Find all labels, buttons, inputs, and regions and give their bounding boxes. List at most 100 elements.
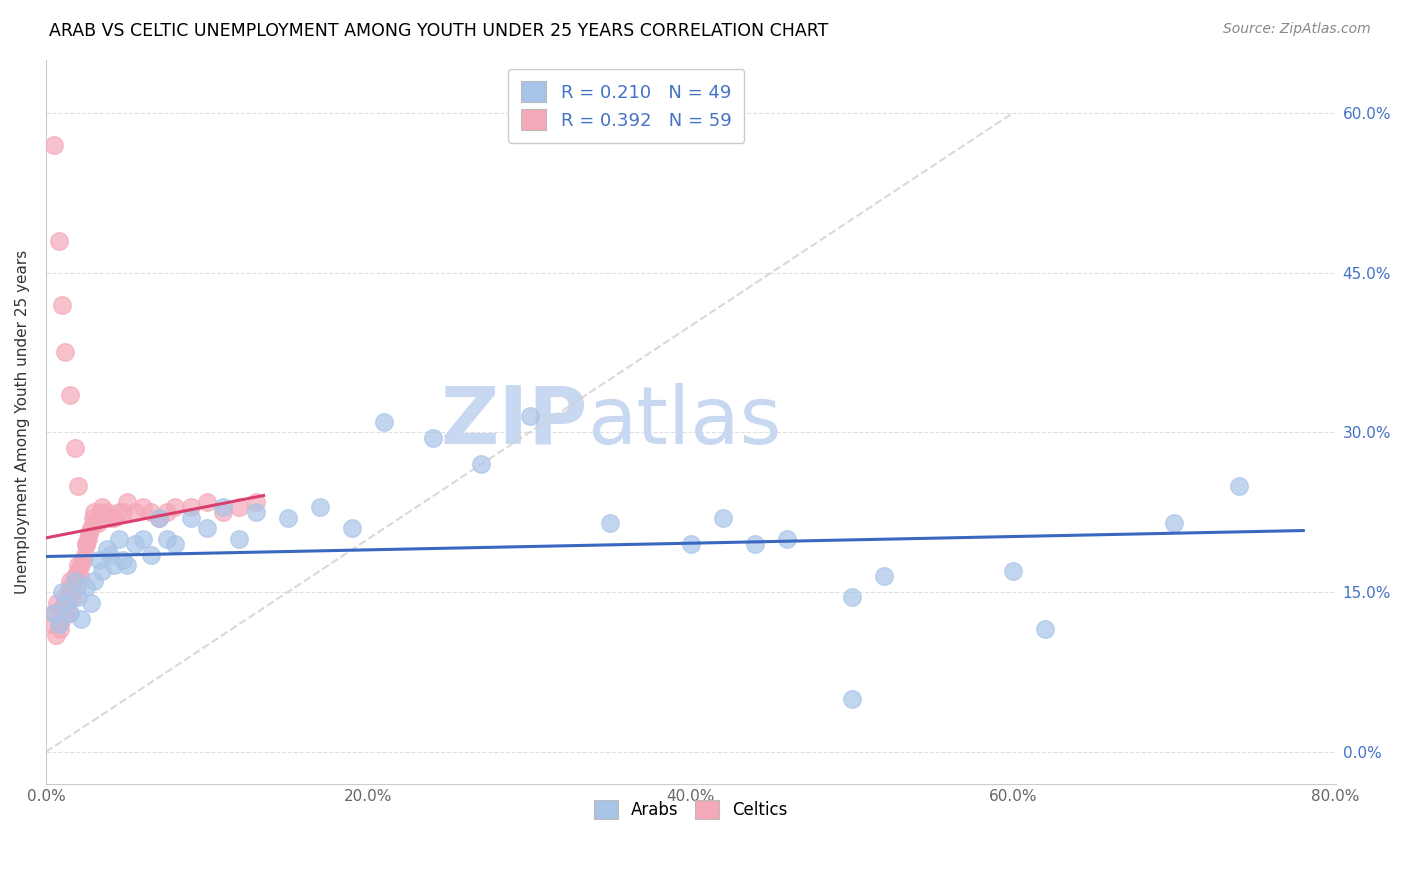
Point — [75, 537, 97, 551]
Point — [841, 591, 863, 605]
Point — [53, 591, 76, 605]
Point — [1163, 516, 1185, 530]
Point — [422, 431, 444, 445]
Point — [1035, 623, 1057, 637]
Point — [100, 548, 122, 562]
Point — [39, 617, 62, 632]
Point — [67, 558, 90, 573]
Point — [56, 596, 79, 610]
Point — [51, 601, 73, 615]
Point — [73, 548, 96, 562]
Point — [48, 234, 70, 248]
Point — [139, 505, 162, 519]
Point — [67, 591, 90, 605]
Point — [115, 558, 138, 573]
Point — [139, 548, 162, 562]
Point — [107, 532, 129, 546]
Point — [45, 627, 67, 641]
Point — [180, 510, 202, 524]
Point — [72, 553, 94, 567]
Point — [70, 558, 93, 573]
Point — [228, 500, 250, 514]
Point — [103, 558, 125, 573]
Point — [51, 585, 73, 599]
Point — [48, 617, 70, 632]
Point — [519, 409, 541, 424]
Text: ZIP: ZIP — [440, 383, 588, 460]
Point — [80, 521, 103, 535]
Point — [75, 580, 97, 594]
Point — [245, 505, 267, 519]
Point — [1227, 478, 1250, 492]
Point — [58, 607, 80, 621]
Point — [82, 510, 104, 524]
Point — [309, 500, 332, 514]
Point — [96, 505, 118, 519]
Point — [228, 532, 250, 546]
Point — [59, 580, 82, 594]
Point — [83, 516, 105, 530]
Point — [70, 612, 93, 626]
Point — [60, 585, 83, 599]
Point — [96, 542, 118, 557]
Point — [90, 505, 112, 519]
Point — [373, 415, 395, 429]
Point — [65, 580, 87, 594]
Point — [100, 510, 122, 524]
Point — [873, 569, 896, 583]
Point — [51, 612, 73, 626]
Point — [48, 617, 70, 632]
Point — [53, 345, 76, 359]
Point — [91, 564, 114, 578]
Point — [180, 500, 202, 514]
Point — [115, 494, 138, 508]
Point — [156, 532, 179, 546]
Point — [124, 537, 146, 551]
Point — [103, 510, 125, 524]
Point — [62, 591, 84, 605]
Point — [89, 553, 111, 567]
Point — [112, 553, 135, 567]
Point — [156, 505, 179, 519]
Point — [79, 526, 101, 541]
Point — [67, 478, 90, 492]
Point — [124, 505, 146, 519]
Point — [342, 521, 364, 535]
Point — [86, 516, 108, 530]
Point — [42, 607, 65, 621]
Point — [42, 607, 65, 621]
Point — [83, 505, 105, 519]
Point — [49, 623, 72, 637]
Point — [131, 532, 153, 546]
Point — [212, 505, 235, 519]
Y-axis label: Unemployment Among Youth under 25 years: Unemployment Among Youth under 25 years — [15, 250, 30, 594]
Point — [148, 510, 170, 524]
Point — [1002, 564, 1025, 578]
Point — [163, 500, 186, 514]
Point — [51, 297, 73, 311]
Point — [69, 569, 91, 583]
Point — [63, 569, 86, 583]
Point — [42, 137, 65, 152]
Point — [841, 691, 863, 706]
Point — [80, 596, 103, 610]
Text: Source: ZipAtlas.com: Source: ZipAtlas.com — [1223, 22, 1371, 37]
Point — [148, 510, 170, 524]
Point — [77, 532, 100, 546]
Point — [195, 521, 218, 535]
Point — [679, 537, 702, 551]
Point — [131, 500, 153, 514]
Point — [46, 596, 69, 610]
Point — [59, 388, 82, 402]
Point — [63, 574, 86, 589]
Point — [53, 596, 76, 610]
Text: ARAB VS CELTIC UNEMPLOYMENT AMONG YOUTH UNDER 25 YEARS CORRELATION CHART: ARAB VS CELTIC UNEMPLOYMENT AMONG YOUTH … — [49, 22, 828, 40]
Point — [195, 494, 218, 508]
Point — [83, 574, 105, 589]
Point — [112, 505, 135, 519]
Point — [63, 442, 86, 456]
Legend: Arabs, Celtics: Arabs, Celtics — [588, 794, 794, 826]
Point — [599, 516, 621, 530]
Point — [67, 564, 90, 578]
Point — [163, 537, 186, 551]
